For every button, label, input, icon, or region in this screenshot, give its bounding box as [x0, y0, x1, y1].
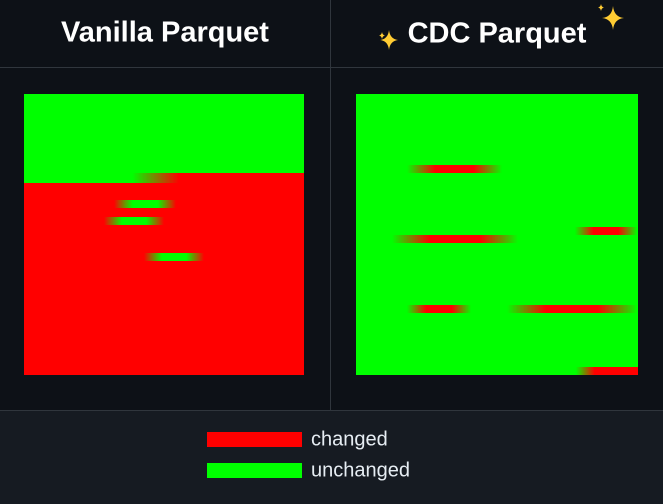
sparkle-icon — [379, 4, 624, 50]
legend-swatch — [207, 432, 302, 447]
legend-swatch — [207, 463, 302, 478]
legend-label: unchanged — [311, 459, 410, 481]
panel-title: Vanilla Parquet — [61, 17, 269, 49]
vanilla-heatmap — [24, 94, 304, 375]
legend-background — [0, 410, 663, 504]
cdc-heatmap — [356, 94, 638, 375]
legend-label: changed — [311, 428, 388, 450]
panel-title: CDC Parquet — [408, 18, 587, 50]
